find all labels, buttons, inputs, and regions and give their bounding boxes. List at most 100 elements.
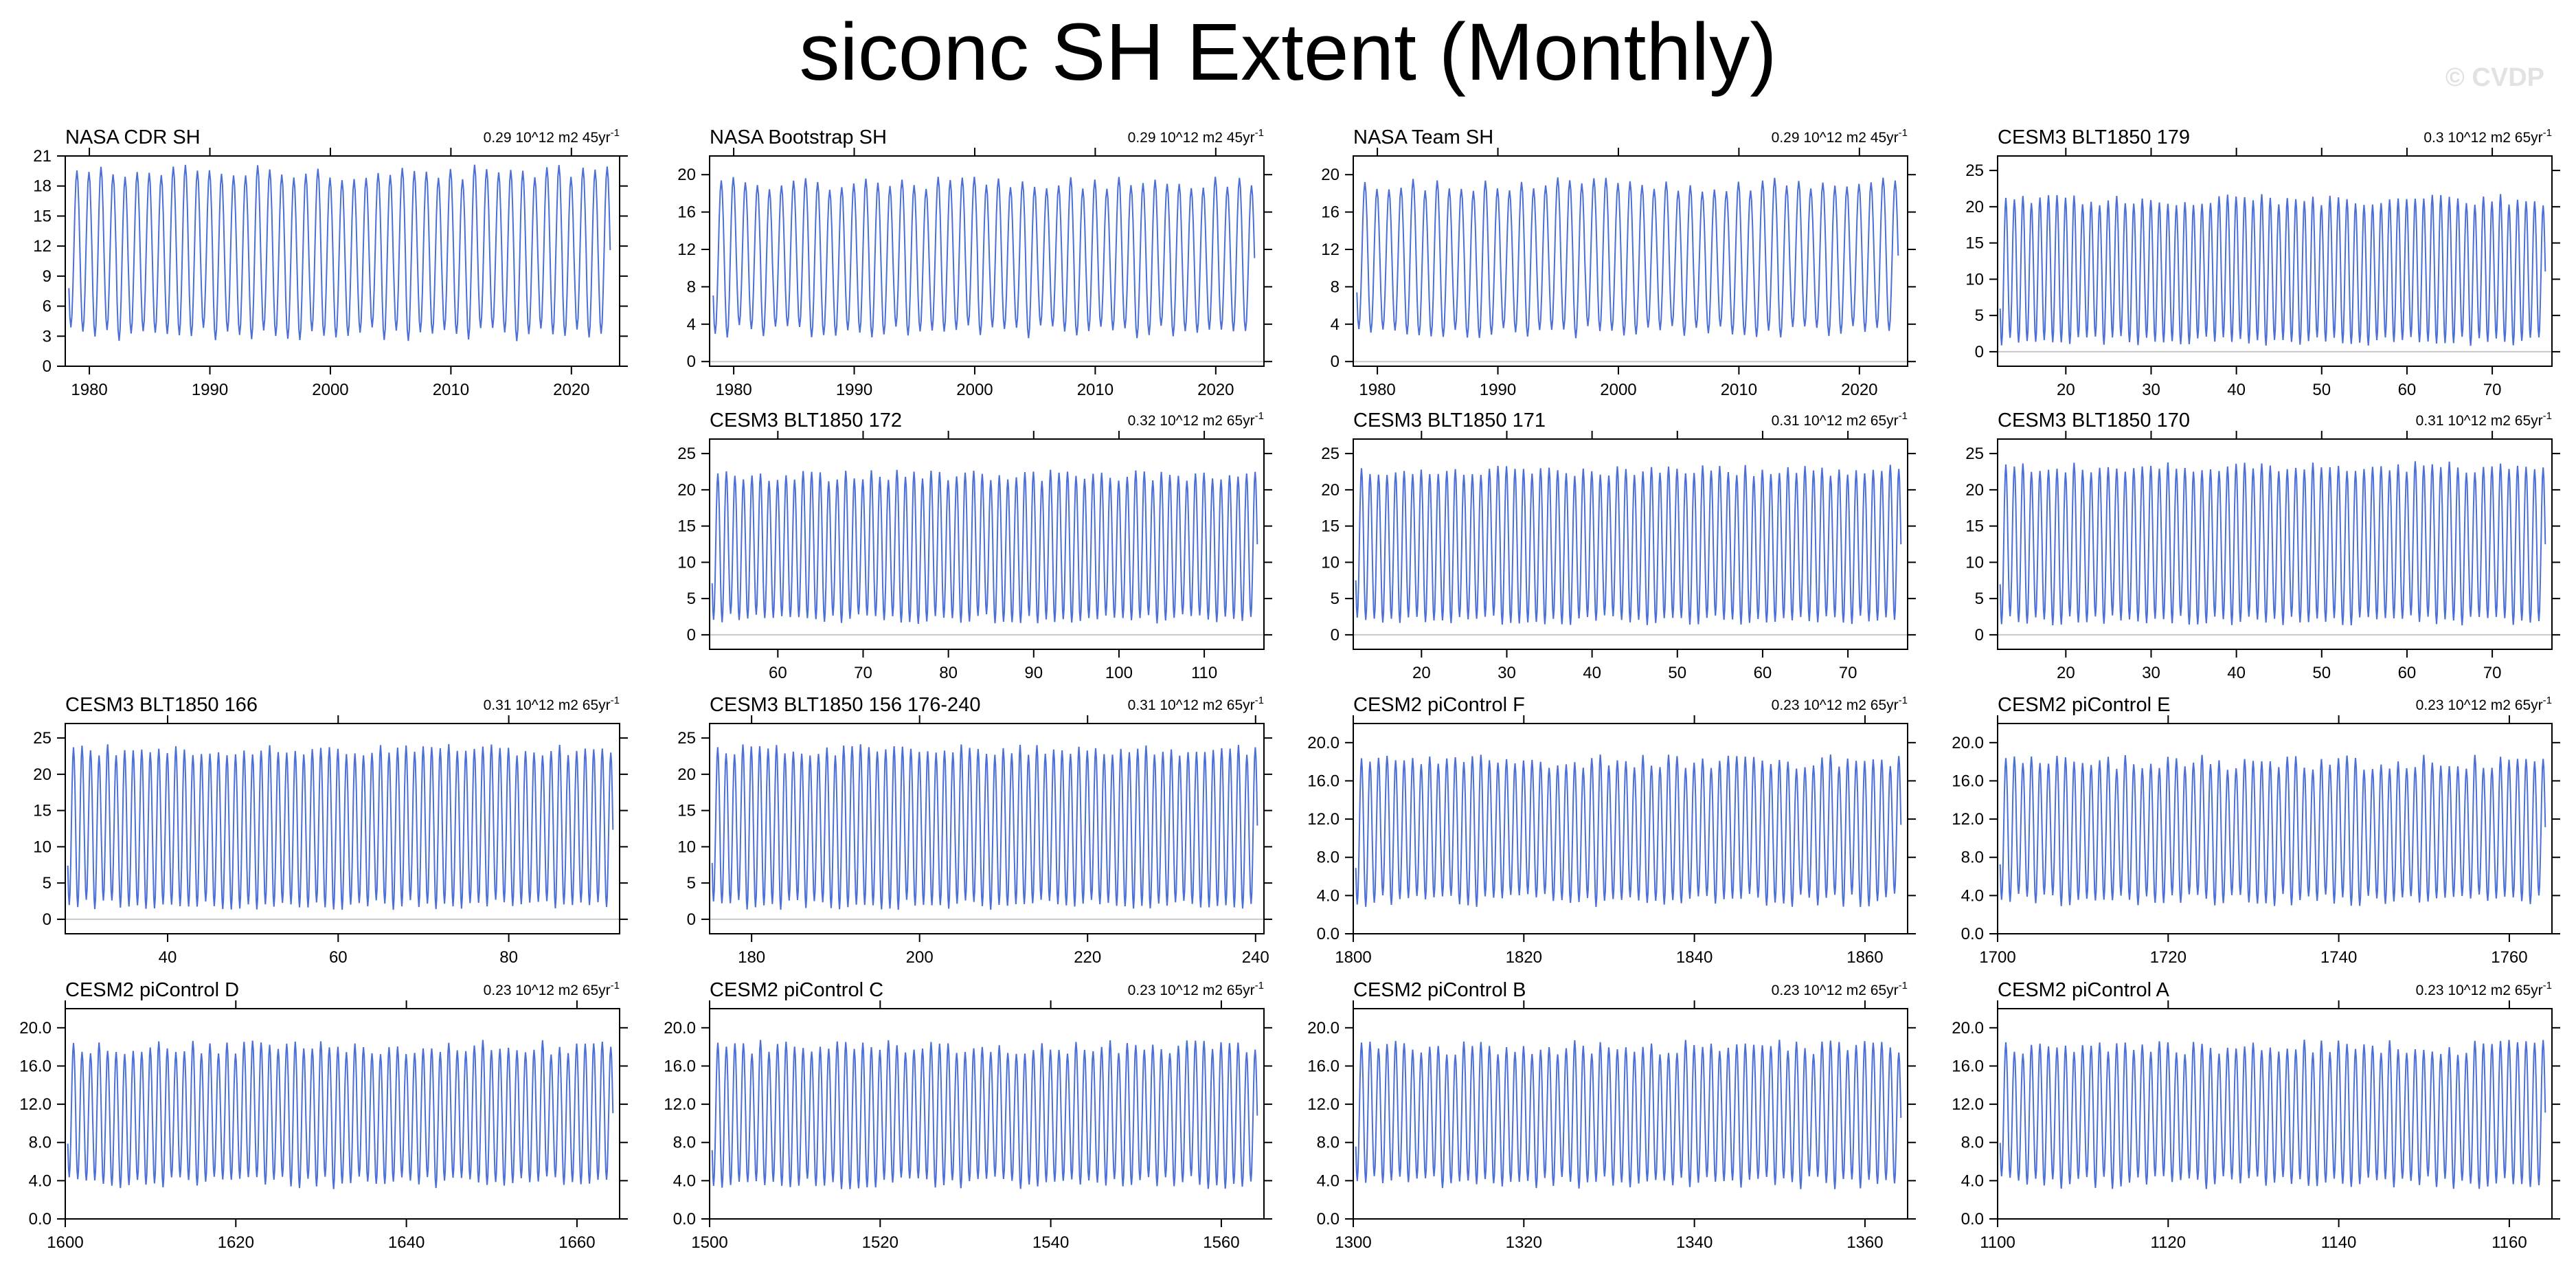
y-tick-label: 5 bbox=[1975, 590, 1984, 608]
y-tick-label: 12.0 bbox=[1307, 1095, 1340, 1114]
y-tick-label: 16.0 bbox=[1952, 772, 1984, 790]
x-tick-label: 2000 bbox=[312, 381, 348, 399]
panel-title: NASA Bootstrap SH bbox=[710, 126, 887, 148]
y-tick-label: 25 bbox=[1965, 161, 1984, 180]
y-tick-label: 0 bbox=[1331, 352, 1340, 371]
y-tick-label: 12.0 bbox=[19, 1095, 52, 1114]
x-tick-label: 1540 bbox=[1032, 1233, 1069, 1252]
y-tick-label: 12.0 bbox=[664, 1095, 696, 1114]
x-tick-label: 1740 bbox=[2320, 948, 2357, 967]
x-tick-label: 1860 bbox=[1846, 948, 1883, 967]
plot-frame bbox=[1353, 1008, 1908, 1220]
x-tick-label: 110 bbox=[1191, 664, 1217, 682]
y-tick-label: 8 bbox=[1331, 278, 1340, 296]
y-tick-label: 10 bbox=[677, 553, 696, 572]
y-tick-label: 20.0 bbox=[1952, 1019, 1984, 1038]
chart-panel: 20 30 40 50 60 70 0 5 10 15 20 25 CESM3 BLT1850 170 0… bbox=[1965, 410, 2560, 682]
plot-frame bbox=[1353, 723, 1908, 934]
x-tick-label: 1760 bbox=[2491, 948, 2527, 967]
x-tick-label: 50 bbox=[1668, 664, 1686, 682]
chart-panel: 60 70 80 90 100 110 0 5 10 15 20 25 CESM3 BLT1850 17… bbox=[677, 410, 1272, 682]
x-tick-label: 2010 bbox=[433, 381, 469, 399]
y-tick-label: 16.0 bbox=[19, 1057, 52, 1075]
x-tick-label: 2020 bbox=[553, 381, 589, 399]
chart-panel: 1600 1620 1640 1660 0.0 4.0 8.0 12.0 16.0 20.0 CES… bbox=[19, 979, 628, 1252]
y-tick-label: 0 bbox=[687, 352, 696, 371]
y-tick-label: 12.0 bbox=[1952, 1095, 1984, 1114]
series-line bbox=[711, 744, 1258, 910]
plot-frame bbox=[1997, 1008, 2553, 1220]
y-tick-label: 20.0 bbox=[1952, 734, 1984, 752]
x-tick-label: 1820 bbox=[1506, 948, 1542, 967]
y-tick-label: 20 bbox=[33, 765, 52, 784]
y-tick-label: 0 bbox=[43, 910, 52, 929]
panel-title: CESM2 piControl C bbox=[710, 979, 883, 1001]
series-line bbox=[711, 1040, 1258, 1189]
y-tick-label: 4.0 bbox=[1317, 886, 1340, 905]
panel-stat: 0.32 10^12 m2 65yr-1 bbox=[1128, 410, 1264, 429]
x-tick-label: 30 bbox=[2142, 664, 2160, 682]
series-line bbox=[1999, 194, 2546, 346]
panel-stat: 0.29 10^12 m2 45yr-1 bbox=[484, 127, 620, 146]
y-tick-label: 0 bbox=[1331, 626, 1340, 644]
x-tick-label: 20 bbox=[1412, 664, 1431, 682]
x-tick-label: 1560 bbox=[1203, 1233, 1239, 1252]
y-tick-label: 0.0 bbox=[1317, 925, 1340, 943]
x-tick-label: 1980 bbox=[1359, 381, 1395, 399]
y-tick-label: 15 bbox=[1965, 517, 1984, 536]
y-tick-label: 5 bbox=[687, 874, 696, 893]
panel-stat-exponent: -1 bbox=[2543, 127, 2552, 139]
x-tick-label: 40 bbox=[2227, 664, 2246, 682]
chart-panel: 1980 1990 2000 2010 2020 0 4 8 12 16 20 NASA Team S… bbox=[1321, 126, 1916, 399]
y-tick-label: 16 bbox=[1321, 203, 1340, 222]
panel-stat-exponent: -1 bbox=[1899, 410, 1908, 422]
y-tick-label: 16.0 bbox=[1307, 772, 1340, 790]
x-tick-label: 1800 bbox=[1335, 948, 1371, 967]
panel-title: CESM2 piControl F bbox=[1353, 694, 1525, 716]
chart-panel: 1300 1320 1340 1360 0.0 4.0 8.0 12.0 16.0 20.0 CES… bbox=[1307, 979, 1916, 1252]
x-tick-label: 1500 bbox=[691, 1233, 727, 1252]
series-line bbox=[1999, 754, 2546, 906]
panel-title: NASA Team SH bbox=[1353, 126, 1493, 148]
y-tick-label: 0 bbox=[687, 626, 696, 644]
y-tick-label: 5 bbox=[43, 874, 52, 893]
y-tick-label: 0 bbox=[43, 357, 52, 376]
panel-stat-exponent: -1 bbox=[611, 127, 620, 139]
x-tick-label: 30 bbox=[1498, 664, 1516, 682]
x-tick-label: 1980 bbox=[71, 381, 107, 399]
x-tick-label: 1840 bbox=[1676, 948, 1713, 967]
x-tick-label: 50 bbox=[2312, 381, 2331, 399]
x-tick-label: 1990 bbox=[836, 381, 872, 399]
series-line bbox=[1356, 177, 1899, 339]
x-tick-label: 2010 bbox=[1077, 381, 1114, 399]
chart-panel: 1100 1120 1140 1160 0.0 4.0 8.0 12.0 16.0 20.0 CES… bbox=[1952, 979, 2560, 1252]
cvdp-watermark: © CVDP bbox=[2445, 63, 2544, 92]
chart-panel: 20 30 40 50 60 70 0 5 10 15 20 25 CESM3 BLT1850 171 0… bbox=[1321, 410, 1916, 682]
plot-frame bbox=[1997, 723, 2553, 934]
x-tick-label: 1520 bbox=[862, 1233, 899, 1252]
x-tick-label: 60 bbox=[2398, 664, 2417, 682]
panel-stat-exponent: -1 bbox=[2543, 410, 2552, 422]
x-tick-label: 80 bbox=[499, 948, 518, 967]
x-tick-label: 220 bbox=[1074, 948, 1101, 967]
panel-title: NASA CDR SH bbox=[65, 126, 201, 148]
x-tick-label: 80 bbox=[939, 664, 958, 682]
y-tick-label: 3 bbox=[43, 327, 52, 346]
plot-frame bbox=[65, 723, 620, 934]
x-tick-label: 1160 bbox=[2492, 1233, 2527, 1252]
x-tick-label: 1640 bbox=[388, 1233, 425, 1252]
panel-title: CESM3 BLT1850 171 bbox=[1353, 410, 1546, 431]
y-tick-label: 5 bbox=[1975, 306, 1984, 325]
x-tick-label: 1600 bbox=[47, 1233, 83, 1252]
x-tick-label: 60 bbox=[2398, 381, 2417, 399]
x-tick-label: 60 bbox=[1754, 664, 1772, 682]
y-tick-label: 4.0 bbox=[1317, 1172, 1340, 1190]
y-tick-label: 10 bbox=[1965, 553, 1984, 572]
x-tick-label: 1980 bbox=[715, 381, 752, 399]
x-tick-label: 2020 bbox=[1197, 381, 1234, 399]
y-tick-label: 15 bbox=[33, 802, 52, 820]
y-tick-label: 8 bbox=[687, 278, 696, 296]
y-tick-label: 15 bbox=[1965, 234, 1984, 253]
y-tick-label: 10 bbox=[33, 838, 52, 856]
plot-frame bbox=[1997, 438, 2553, 650]
